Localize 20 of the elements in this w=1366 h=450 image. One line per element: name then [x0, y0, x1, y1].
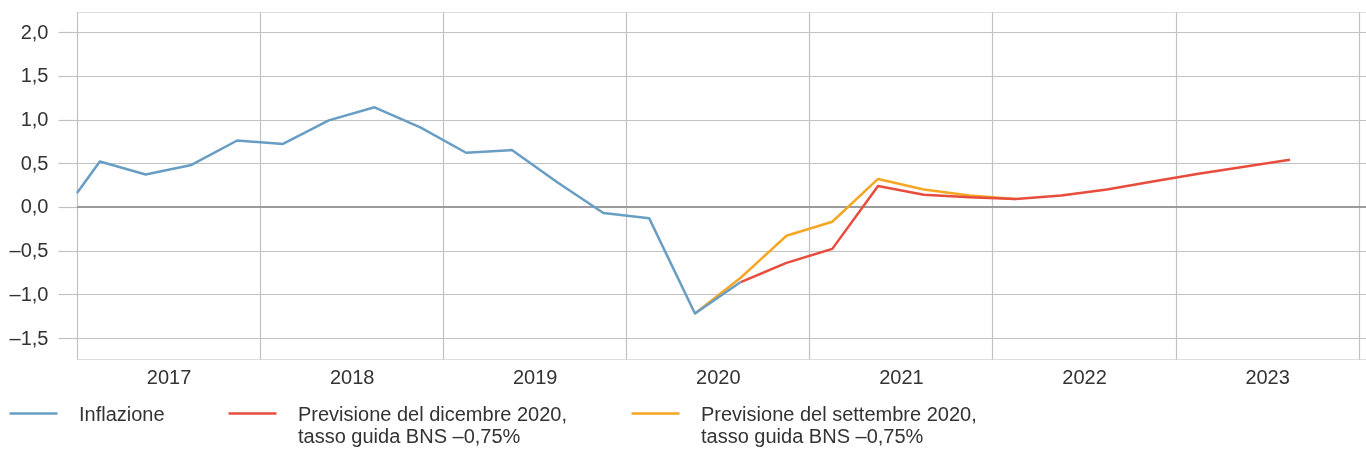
x-tick-label: 2017 [146, 365, 192, 388]
line-series [75, 106, 742, 315]
x-tick-label: 2023 [1245, 365, 1290, 388]
x-tick-label: 2019 [512, 365, 558, 388]
x-tick-label: 2021 [879, 365, 924, 388]
y-tick-label: 0,0 [20, 195, 49, 218]
legend-label: Previsione del dicembre 2020, tasso guida BNS –0,75% [298, 402, 568, 447]
x-tick-label: 2020 [696, 365, 741, 388]
y-tick-label: 1,5 [20, 64, 49, 87]
x-tick-label: 2022 [1062, 365, 1107, 388]
line-series [739, 158, 1292, 284]
y-tick-label: –1,5 [9, 326, 49, 349]
y-tick-label: 0,5 [20, 151, 49, 174]
y-tick-label: 1,0 [20, 108, 49, 131]
y-tick-label: 2,0 [20, 20, 49, 43]
legend-label: Inflazione [79, 402, 165, 425]
y-tick-label: –1,0 [9, 282, 49, 305]
y-tick-label: –0,5 [9, 239, 49, 262]
x-tick-label: 2018 [329, 365, 375, 388]
legend-label: Previsione del settembre 2020, tasso guida BNS –0,75% [701, 402, 977, 447]
